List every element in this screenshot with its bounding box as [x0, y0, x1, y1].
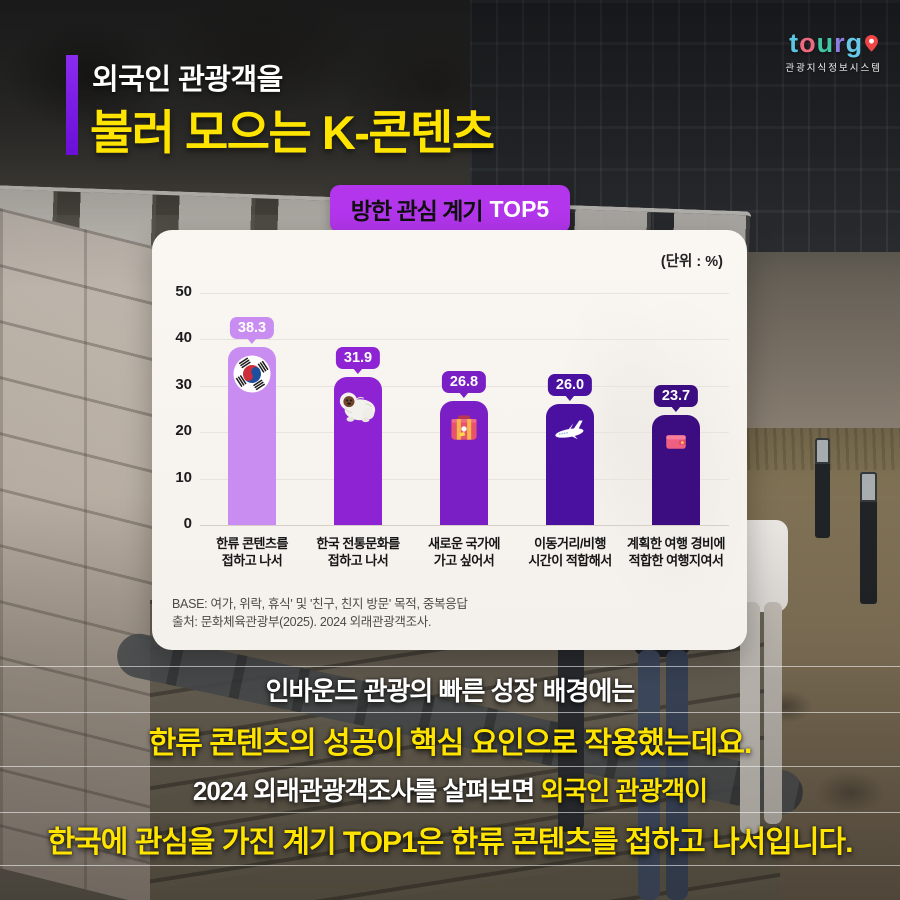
x-axis-label-line: 계획한 여행 경비에 — [627, 536, 725, 551]
badge-highlight: TOP5 — [489, 195, 550, 222]
suitcase-icon — [451, 415, 477, 440]
x-axis-label-line: 새로운 국가에 — [428, 536, 500, 551]
x-axis-label-line: 한국 전통문화를 — [316, 536, 400, 551]
x-axis-label: 계획한 여행 경비에 적합한 여행지여서 — [614, 536, 738, 569]
unit-label: (단위 : %) — [660, 254, 723, 270]
value-label: 23.7 — [661, 388, 691, 405]
bollard-lamp — [860, 472, 877, 604]
value-badge: 26.0 — [547, 374, 593, 402]
bar-chart: 0 10 20 30 40 50 38.3 한류 콘텐츠를 접하고 나서 31.9 한국 전통문… — [152, 230, 747, 650]
x-axis-label-line: 시간이 적합해서 — [528, 552, 612, 568]
gridline — [200, 525, 729, 526]
x-axis-label-line: 접하고 나서 — [327, 552, 389, 568]
y-axis-tick-label: 10 — [175, 468, 192, 486]
summary-line-2: 한류 콘텐츠의 성공이 핵심 요인으로 작용했는데요. — [0, 712, 900, 766]
y-axis-tick-label: 20 — [175, 422, 192, 440]
gridline — [200, 339, 729, 341]
summary-text-segment: 인바운드 관광의 빠른 성장 배경에는 — [265, 676, 636, 706]
lamp-cap — [815, 438, 830, 464]
logo-subtitle: 관광지식정보시스템 — [785, 63, 882, 74]
x-axis-label: 이동거리/비행 시간이 적합해서 — [508, 536, 632, 569]
badge-label: 방한 관심 계기 — [350, 198, 484, 224]
summary-text-segment: 한국에 관심을 가진 계기 TOP1은 한류 콘텐츠를 접하고 나서입니다. — [47, 826, 854, 859]
summary-text-segment: 2024 외래관광객조사를 살펴보면 — [192, 776, 541, 806]
value-badge-pointer — [670, 406, 681, 413]
white-plush-dog-icon — [339, 392, 376, 423]
value-badge: 23.7 — [653, 385, 699, 413]
value-badge: 26.8 — [441, 370, 487, 398]
gridline — [200, 293, 729, 294]
summary-line-1: 인바운드 관광의 빠른 성장 배경에는 — [0, 666, 900, 712]
bar-icon-wrap — [231, 354, 273, 394]
background-person — [740, 602, 760, 834]
korean-flag-icon — [233, 355, 271, 393]
logo-letter: r — [834, 28, 846, 58]
bar-5 — [652, 415, 700, 525]
title-accent-bar — [66, 55, 78, 155]
x-axis-label: 한국 전통문화를 접하고 나서 — [296, 536, 420, 569]
value-badge-pointer — [246, 338, 257, 345]
value-badge-pointer — [458, 391, 469, 398]
lamp-cap — [860, 472, 877, 502]
bar-icon-wrap — [549, 411, 591, 451]
tourgo-logo: tourg 관광지식정보시스템 — [785, 28, 882, 74]
logo-letter: t — [789, 28, 800, 58]
y-axis-tick-label: 0 — [183, 515, 192, 532]
x-axis-label-line: 이동거리/비행 — [534, 536, 606, 551]
logo-letter: o — [799, 28, 817, 58]
y-axis-tick-label: 30 — [175, 375, 192, 393]
x-axis-label-line: 접하고 나서 — [221, 552, 283, 568]
background-person — [558, 640, 584, 832]
value-badge: 38.3 — [229, 317, 275, 345]
value-badge-pointer — [352, 367, 363, 374]
summary-line-4: 한국에 관심을 가진 계기 TOP1은 한류 콘텐츠를 접하고 나서입니다. — [0, 812, 900, 866]
bar-icon-wrap — [337, 384, 379, 424]
source-note: 출처: 문화체육관광부(2025). 2024 외래관광객조사. — [172, 615, 432, 629]
value-label: 26.0 — [555, 377, 585, 394]
summary-text-segment: 한류 콘텐츠의 성공이 핵심 요인으로 작용했는데요. — [148, 726, 753, 760]
value-label: 38.3 — [237, 320, 267, 337]
y-axis-tick-label: 50 — [175, 283, 192, 300]
summary-line-3: 2024 외래관광객조사를 살펴보면 외국인 관광객이 — [0, 766, 900, 812]
x-axis-label-line: 한류 콘텐츠를 — [216, 536, 288, 551]
airplane-icon — [555, 420, 584, 440]
x-axis-label-line: 적합한 여행지여서 — [628, 552, 724, 568]
wallet-icon — [666, 435, 686, 449]
x-axis-label-line: 가고 싶어서 — [433, 552, 495, 568]
value-badge: 31.9 — [335, 346, 381, 374]
value-label: 26.8 — [449, 373, 479, 390]
value-badge-pointer — [564, 395, 575, 402]
chart-card: (단위 : %) 0 10 20 30 40 50 38.3 한류 콘텐츠를 접하고 나서 31… — [152, 230, 747, 650]
base-note: BASE: 여가, 위락, 휴식' 및 '친구, 친지 방문' 목적, 중복응답 — [172, 597, 468, 611]
logo-letter: g — [845, 28, 864, 58]
x-axis-label: 새로운 국가에 가고 싶어서 — [402, 536, 526, 569]
location-pin-icon — [865, 28, 879, 58]
x-axis-label: 한류 콘텐츠를 접하고 나서 — [190, 536, 314, 569]
bar-4 — [546, 404, 594, 525]
chart-title-badge: 방한 관심 계기 TOP5 — [330, 185, 570, 233]
title-line1: 외국인 관광객을 — [92, 64, 283, 96]
bar-icon-wrap — [443, 408, 485, 448]
bollard-lamp — [815, 438, 830, 538]
logo-word: tourg — [785, 28, 882, 58]
bar-icon-wrap — [655, 422, 697, 462]
background-person — [764, 602, 782, 824]
logo-letter: u — [816, 28, 835, 58]
title-line2: 불러 모으는 K-콘텐츠 — [90, 106, 495, 159]
y-axis-tick-label: 40 — [175, 329, 192, 347]
value-label: 31.9 — [343, 349, 373, 366]
summary-text-segment: 외국인 관광객이 — [540, 776, 708, 806]
